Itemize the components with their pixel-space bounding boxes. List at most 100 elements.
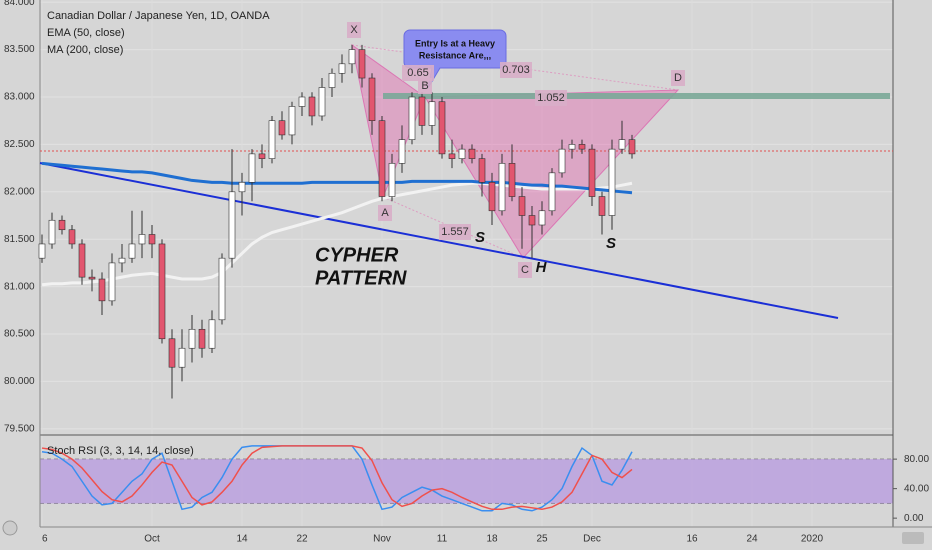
label-box (535, 90, 567, 106)
tv-logo (902, 532, 924, 544)
candle-body (588, 148, 596, 197)
candle-body (348, 49, 356, 65)
label-box (347, 22, 361, 38)
candle-body (38, 243, 46, 259)
y-tick-label: 79.500 (4, 423, 35, 434)
y-tick-label: 80.500 (4, 329, 35, 340)
candle-body (458, 148, 466, 159)
candle-body (328, 72, 336, 88)
y-tick-label: 84.000 (4, 0, 35, 8)
candle-body (158, 243, 166, 340)
label-box (402, 65, 434, 81)
y-tick-label: 83.500 (4, 44, 35, 55)
y-tick-label: 81.500 (4, 234, 35, 245)
candle-body (198, 328, 206, 349)
label-box (518, 262, 532, 278)
x-tick-label: 24 (746, 534, 758, 545)
candle-body (238, 182, 246, 193)
indicator-line (41, 181, 633, 287)
legend-entry: MA (200, close) (47, 44, 123, 56)
candle-body (558, 148, 566, 174)
x-tick-label: 11 (437, 534, 448, 545)
label-box (439, 224, 471, 240)
x-tick-label: 22 (296, 534, 308, 545)
x-tick-label: 18 (486, 534, 498, 545)
candle-body (78, 243, 86, 278)
annotations: X A B C D 0.65 0.703 1.052 1.557 S H S CYPHERPATTERN… (315, 22, 685, 289)
candle-body (58, 219, 66, 231)
x-tick-label: 16 (686, 534, 698, 545)
label: 0.703 (502, 64, 530, 76)
candle-body (298, 96, 306, 107)
label: C (521, 264, 529, 276)
y2-tick-label: 0.00 (904, 513, 924, 524)
candle-body (68, 229, 76, 245)
x-tick-label: 2020 (801, 534, 824, 545)
callout-text: Resistance Are,,, (419, 50, 491, 60)
y2-tick-label: 80.00 (904, 454, 929, 465)
candle-body (478, 158, 486, 183)
candle-body (408, 96, 416, 140)
resistance-zone (383, 93, 890, 99)
candle-body (518, 196, 526, 216)
pattern-name: PATTERN (315, 267, 407, 289)
label: B (421, 80, 428, 92)
candle-body (498, 163, 506, 212)
shoulder-label: S (606, 235, 616, 252)
candle-body (508, 163, 516, 197)
candle-body (338, 63, 346, 74)
candle-body (418, 96, 426, 126)
candle-body (528, 215, 536, 226)
candle-body (278, 120, 286, 136)
candle-body (168, 338, 176, 368)
candle-body (598, 196, 606, 216)
shoulder-label: H (536, 259, 548, 276)
candle-body (378, 120, 386, 197)
indicator-line (41, 161, 633, 195)
x-tick-label: Oct (144, 534, 160, 545)
candle-body (568, 144, 576, 150)
candle-body (268, 120, 276, 159)
chart-title: Canadian Dollar / Japanese Yen, 1D, OAND… (47, 10, 270, 22)
x-tick-label: 6 (42, 534, 48, 545)
candle-body (448, 153, 456, 159)
label: X (350, 24, 358, 36)
candle-body (228, 191, 236, 259)
candle-body (398, 139, 406, 164)
marks (38, 44, 636, 512)
label-box (418, 78, 432, 94)
candle-body (98, 278, 106, 302)
candle-body (138, 234, 146, 245)
y2-tick-label: 40.00 (904, 483, 929, 494)
x-tick-label: 14 (236, 534, 248, 545)
candle-body (128, 243, 136, 259)
candle-body (178, 347, 186, 368)
label-box (671, 70, 685, 86)
candle-body (48, 219, 56, 245)
y-tick-label: 81.000 (4, 281, 35, 292)
candle-body (438, 101, 446, 155)
candle-body (488, 182, 496, 212)
callout-text: Entry Is at a Heavy (415, 38, 495, 48)
candle-body (188, 328, 196, 349)
legend-entry: EMA (50, close) (47, 27, 125, 39)
shoulder-label: S (475, 229, 485, 246)
candle-body (468, 148, 476, 159)
trendline (39, 162, 839, 319)
indicator-title: Stoch RSI (3, 3, 14, 14, close) (47, 445, 194, 457)
candle-body (548, 172, 556, 212)
candle-body (108, 262, 116, 302)
label-box (500, 62, 532, 78)
y-tick-label: 80.000 (4, 376, 35, 387)
candle-body (258, 153, 266, 159)
label-box (378, 205, 392, 221)
logo (2, 520, 18, 536)
label: D (674, 72, 682, 84)
pattern-name: CYPHER (315, 244, 399, 266)
candle-body (368, 77, 376, 121)
candle-body (88, 276, 96, 280)
candle-body (538, 210, 546, 226)
y-tick-label: 82.500 (4, 139, 35, 150)
y-tick-label: 83.000 (4, 92, 35, 103)
